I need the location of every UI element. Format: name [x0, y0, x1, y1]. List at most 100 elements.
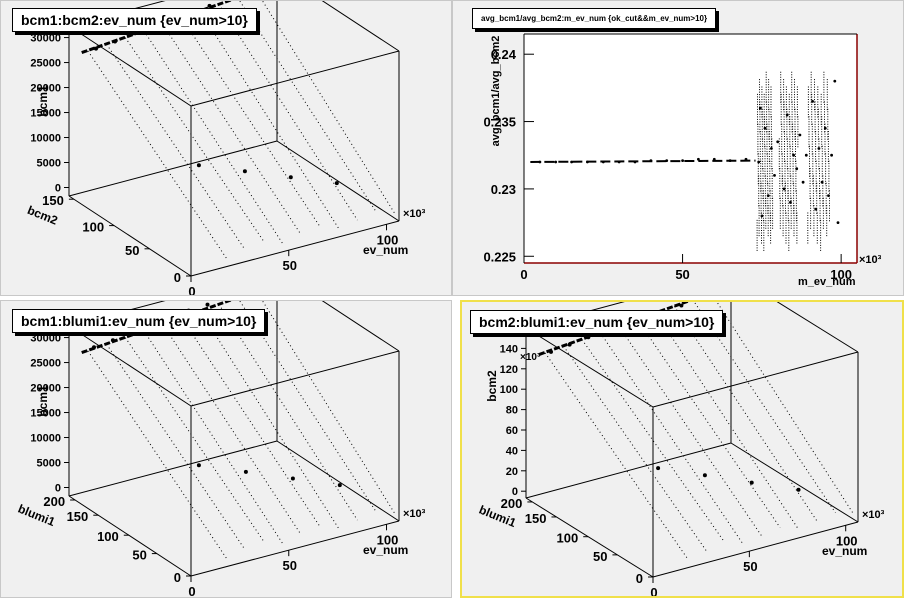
x-tick-label: 100: [836, 533, 858, 548]
data-band: [81, 301, 233, 355]
data-stripe: [239, 1, 377, 213]
plot-3d-bcm2-blumi1: 020406080100120140050100150200050100×10³…: [477, 302, 885, 596]
y-tick-label: 0.235: [483, 115, 516, 130]
z-tick-label: 120: [500, 364, 518, 376]
y-tick-label: 150: [67, 509, 89, 524]
z-tick-label: 30000: [30, 333, 61, 345]
pad-title: bcm2:blumi1:ev_num {ev_num>10}: [470, 310, 724, 334]
data-stripe: [636, 319, 781, 528]
box-edge: [652, 351, 859, 408]
z-tick-label: 15000: [30, 408, 61, 420]
data-stripe: [218, 4, 358, 221]
data-point: [798, 133, 802, 137]
box-edge: [276, 140, 400, 222]
z-tick-label: 0: [512, 486, 518, 498]
y-tick-label: 50: [593, 549, 607, 564]
box-edge: [776, 302, 859, 353]
box-edge: [190, 350, 400, 407]
box-edge: [190, 50, 400, 107]
pad-title: bcm1:blumi1:ev_num {ev_num>10}: [12, 309, 266, 333]
x-tick-label: 0: [520, 267, 527, 282]
data-stripe: [143, 330, 283, 544]
y-tick-label: 0: [174, 570, 181, 585]
data-point: [795, 167, 799, 171]
data-stripe: [218, 304, 358, 521]
z-tick-label: 30000: [30, 33, 61, 45]
data-stripe: [106, 344, 246, 551]
box-edge: [525, 442, 732, 499]
data-stripe: [581, 339, 726, 543]
y-tick-label: 0.23: [491, 182, 516, 197]
data-point: [681, 159, 684, 163]
box-edge: [652, 521, 859, 578]
pad-title: avg_bcm1/avg_bcm2:m_ev_num {ok_cut&&m_ev…: [472, 8, 717, 29]
z-tick-label: 20000: [30, 83, 61, 95]
z-tick-label: 0: [55, 483, 61, 495]
x-tick-label: 50: [743, 559, 757, 574]
data-stripe: [239, 301, 377, 513]
data-stripe: [199, 10, 340, 229]
pad-bottom-left[interactable]: 0 5000 10000 15000 20000 25000 30000 0 50 100 150 2…: [0, 300, 452, 598]
data-point: [776, 140, 780, 144]
pad-title: bcm1:bcm2:ev_num {ev_num>10}: [12, 8, 257, 32]
box-edge: [190, 520, 400, 577]
y-tick-label: 0: [174, 270, 181, 285]
box-edge: [321, 301, 400, 352]
pad-top-left[interactable]: 0 5000 10000 15000 20000 25000 30000 0 50 100 150 0…: [0, 0, 452, 296]
y-tick-label: 100: [82, 220, 104, 235]
box-edge: [321, 1, 400, 52]
pad-bottom-right[interactable]: 0 20 40 60 80 100 120 140 0 50 100 150 200 0 50 100 ×10³…: [460, 300, 904, 598]
data-point: [196, 463, 201, 468]
data-point: [702, 473, 707, 478]
y-axis-title: avg_bcm1/avg_bcm2: [490, 36, 502, 147]
data-stripe: [87, 50, 227, 259]
data-stripe: [162, 324, 302, 536]
data-point: [337, 483, 342, 488]
y-tick-label: 100: [97, 529, 119, 544]
x-tick-label: 100: [830, 267, 852, 282]
box-edge: [68, 495, 192, 577]
data-point: [833, 79, 837, 83]
box-edge: [276, 440, 400, 522]
z-axis-exponent: ×10³: [520, 352, 541, 363]
z-axis-title: bcm1: [36, 85, 50, 117]
z-tick-label: 140: [500, 343, 518, 355]
z-tick-label: 25000: [30, 358, 61, 370]
x-axis-exponent: ×10³: [859, 254, 882, 266]
data-stripe: [563, 345, 707, 552]
y-tick-label: 0: [636, 571, 643, 586]
pad-top-right[interactable]: 0.225 0.23 0.235 0.24 0 50 100 ×10³ m_ev_num avg_…: [452, 0, 904, 296]
data-point: [796, 487, 801, 492]
data-point: [243, 469, 248, 474]
x-axis-title: ev_num: [822, 544, 867, 558]
x-tick-label: 50: [283, 258, 297, 273]
z-tick-label: 10000: [30, 133, 61, 145]
data-stripe: [181, 317, 321, 527]
data-point: [290, 476, 295, 481]
z-axis-title: bcm1: [36, 385, 50, 417]
data-stripe: [106, 44, 246, 251]
plot-area: [524, 34, 857, 263]
data-stripe: [199, 310, 340, 529]
data-point: [773, 174, 776, 177]
z-tick-label: 80: [506, 405, 518, 417]
box-edge: [525, 497, 654, 578]
data-point: [830, 153, 833, 157]
x-tick-label: 50: [283, 558, 297, 573]
data-stripe: [655, 312, 799, 530]
data-stripe: [716, 302, 855, 515]
box-edge: [68, 195, 192, 277]
z-tick-label: 25000: [30, 58, 61, 70]
z-axis-title: bcm2: [485, 370, 499, 402]
data-point: [242, 169, 247, 174]
data-point: [554, 160, 558, 164]
data-stripe: [143, 30, 283, 244]
x-tick-label: 50: [675, 267, 689, 282]
data-point: [749, 480, 754, 485]
z-tick-label: 10000: [30, 433, 61, 445]
x-axis-exponent: ×10³: [862, 509, 885, 521]
box-edge: [68, 140, 278, 197]
y-tick-label: 0.225: [483, 249, 516, 264]
z-tick-label: 20: [506, 466, 518, 478]
